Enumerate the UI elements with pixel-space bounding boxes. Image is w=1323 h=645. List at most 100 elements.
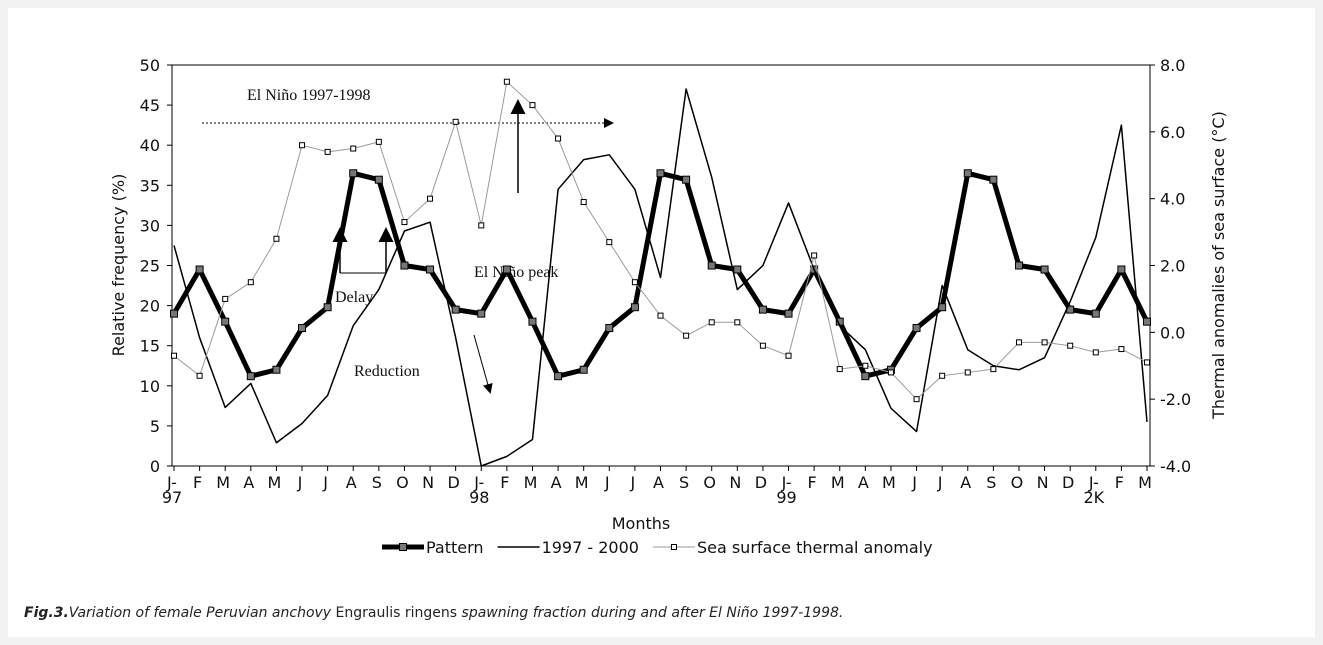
point: [913, 396, 920, 403]
point: [912, 324, 921, 333]
x-tick-label: F: [1115, 473, 1124, 492]
point: [324, 148, 331, 155]
point: [784, 309, 793, 318]
panel: [8, 8, 1315, 637]
point: [273, 235, 280, 242]
series-line: [173, 88, 1148, 467]
point: [887, 369, 894, 376]
point: [579, 365, 588, 374]
caption-label: Fig.3.: [24, 605, 69, 621]
point: [350, 145, 357, 152]
x-axis-title: Months: [612, 514, 670, 533]
point: [939, 372, 946, 379]
point: [554, 372, 563, 381]
x-tick-label: J: [604, 473, 610, 492]
caption-text: Variation of female Peruvian anchovy: [69, 605, 336, 621]
point: [401, 219, 408, 226]
point: [427, 195, 434, 202]
point: [196, 372, 203, 379]
x-tick-label: N: [1037, 473, 1049, 492]
point: [400, 261, 409, 270]
point: [707, 261, 716, 270]
point: [451, 305, 460, 314]
point: [580, 199, 587, 206]
point: [502, 265, 511, 274]
y2-tick-label: 8.0: [1160, 56, 1185, 75]
point: [606, 239, 613, 246]
legend-label: Sea surface thermal anomaly: [697, 538, 933, 557]
point: [323, 303, 332, 312]
x-tick-label: D: [755, 473, 767, 492]
annotation: El Niño peak: [474, 264, 558, 281]
point: [657, 312, 664, 319]
annotation: Delay: [335, 289, 373, 306]
x-tick-label: M: [524, 473, 538, 492]
legend-marker: [670, 544, 677, 550]
annotation: El Niño 1997-1998: [247, 87, 371, 104]
point: [785, 352, 792, 359]
caption-text: spawning fraction during and after El Ni…: [457, 605, 843, 621]
point: [734, 319, 741, 326]
caption: Fig.3.Variation of female Peruvian ancho…: [24, 605, 843, 621]
point: [963, 169, 972, 178]
x-tick-label: J: [911, 473, 917, 492]
point: [528, 317, 537, 326]
x-tick-label: F: [500, 473, 509, 492]
point: [1091, 309, 1100, 318]
point: [374, 175, 383, 184]
x-tick-label: J-2K: [1083, 473, 1104, 507]
y-tick-label: 25: [140, 257, 160, 276]
y-tick-label: 20: [140, 297, 160, 316]
x-tick-label: A: [858, 473, 869, 492]
x-tick-label: N: [422, 473, 434, 492]
point: [631, 279, 638, 286]
x-tick-label: M: [1138, 473, 1152, 492]
point: [1143, 317, 1151, 326]
point: [171, 352, 177, 359]
y2-tick-label: 6.0: [1160, 123, 1185, 142]
y2-tick-label: 0.0: [1160, 323, 1185, 342]
point: [964, 369, 971, 376]
point: [299, 142, 306, 149]
point: [811, 252, 818, 259]
annotation: Reduction: [354, 363, 420, 380]
y-tick-label: 30: [140, 216, 160, 235]
point: [630, 303, 639, 312]
point: [862, 362, 869, 369]
point: [758, 305, 767, 314]
x-tick-label: S: [372, 473, 382, 492]
x-tick-label: F: [193, 473, 202, 492]
point: [938, 303, 947, 312]
y-tick-label: 40: [140, 136, 160, 155]
x-tick-label: M: [831, 473, 845, 492]
x-tick-label: J-99: [776, 473, 796, 507]
legend-label: Pattern: [426, 538, 484, 557]
point: [452, 118, 459, 125]
y-tick-label: 35: [140, 176, 160, 195]
point: [246, 372, 255, 381]
y-tick-label: 50: [140, 56, 160, 75]
x-tick-label: F: [808, 473, 817, 492]
point: [733, 265, 742, 274]
x-tick-label: D: [1062, 473, 1074, 492]
point: [272, 365, 281, 374]
point: [195, 265, 204, 274]
point: [861, 372, 870, 381]
point: [555, 135, 562, 142]
x-tick-label: O: [1011, 473, 1024, 492]
point: [682, 175, 691, 184]
x-tick-label: O: [396, 473, 409, 492]
point: [1015, 339, 1022, 346]
x-tick-label: N: [729, 473, 741, 492]
x-tick-label: A: [960, 473, 971, 492]
x-tick-label: J-97: [162, 473, 182, 507]
point: [529, 102, 536, 109]
point: [683, 332, 690, 339]
y-tick-label: 15: [140, 337, 160, 356]
x-tick-label: A: [346, 473, 357, 492]
x-tick-label: M: [882, 473, 896, 492]
x-tick-label: O: [703, 473, 716, 492]
point: [1118, 346, 1125, 353]
